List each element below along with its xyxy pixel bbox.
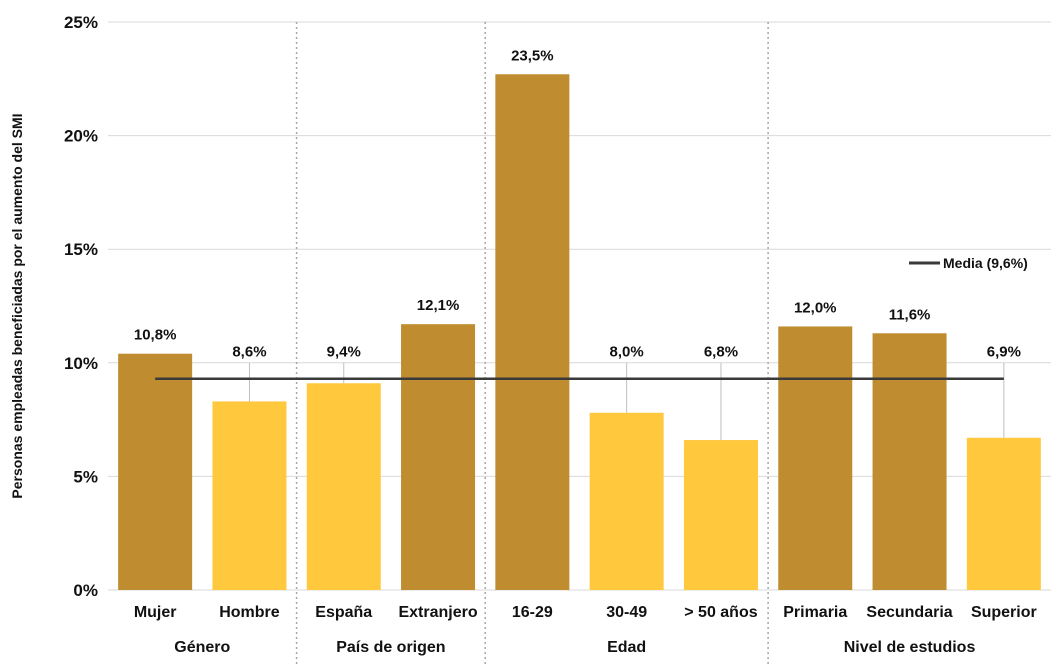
bar-1	[212, 401, 287, 590]
x-tick-label: España	[315, 604, 372, 621]
bar-7	[778, 326, 853, 590]
bar-3	[401, 324, 476, 590]
data-labels: 10,8% 8,6% 9,4% 12,1% 23,5% 8,0% 6,8% 12,0% 11,6…	[134, 47, 1021, 360]
data-label-5: 8,0%	[610, 344, 644, 361]
y-axis-label: Personas empleadas beneficiadas por el a…	[9, 113, 25, 498]
x-tick-label: Secundaria	[866, 604, 952, 621]
data-label-7: 12,0%	[794, 299, 837, 316]
data-label-8: 11,6%	[889, 306, 931, 323]
y-tick-label: 10%	[64, 354, 98, 373]
bar-0	[118, 353, 193, 590]
data-label-6: 6,8%	[704, 344, 738, 361]
bar-6	[683, 440, 758, 590]
data-label-3: 12,1%	[417, 297, 460, 314]
data-label-2: 9,4%	[327, 344, 361, 361]
group-label: Género	[174, 639, 230, 656]
legend: Media (9,6%)	[909, 255, 1028, 271]
group-label: Nivel de estudios	[844, 639, 976, 656]
y-tick-label: 5%	[73, 467, 98, 486]
x-tick-label: 30-49	[606, 604, 647, 621]
bars	[118, 74, 1041, 591]
data-label-0: 10,8%	[134, 327, 177, 344]
group-labels: Género País de origen Edad Nivel de estudio…	[174, 639, 975, 656]
data-label-1: 8,6%	[232, 344, 266, 361]
group-label: País de origen	[336, 639, 445, 656]
data-label-9: 6,9%	[987, 344, 1021, 361]
x-tick-label: Hombre	[219, 604, 280, 621]
x-axis: Mujer Hombre España Extranjero 16-29 30-49 > 5…	[134, 604, 1037, 621]
bar-8	[872, 333, 947, 590]
legend-label-media: Media (9,6%)	[943, 255, 1028, 271]
bar-2	[306, 383, 381, 590]
data-label-4: 23,5%	[511, 47, 554, 64]
x-tick-label: Primaria	[783, 604, 847, 621]
bar-9	[966, 437, 1041, 590]
y-tick-label: 15%	[64, 240, 98, 259]
group-separators	[295, 22, 769, 664]
bar-5	[589, 412, 664, 590]
x-tick-label: Superior	[971, 604, 1037, 621]
y-axis: 0% 5% 10% 15% 20% 25%	[64, 13, 98, 600]
x-tick-label: 16-29	[512, 604, 553, 621]
y-tick-label: 0%	[73, 581, 98, 600]
x-tick-label: > 50 años	[684, 604, 757, 621]
group-label: Edad	[607, 639, 646, 656]
x-tick-label: Extranjero	[398, 604, 477, 621]
y-tick-label: 20%	[64, 127, 98, 146]
x-tick-label: Mujer	[134, 604, 177, 621]
label-leader-lines	[248, 362, 1005, 441]
y-tick-label: 25%	[64, 13, 98, 32]
bar-4	[495, 74, 570, 591]
